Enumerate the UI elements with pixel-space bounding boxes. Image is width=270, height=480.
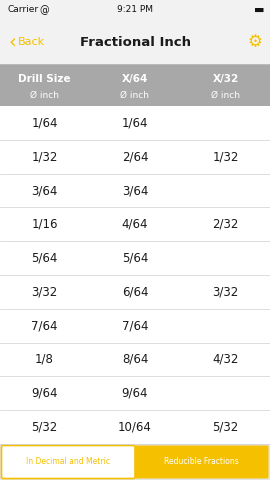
Bar [0,444,270,480]
Text: X/64: X/64 [122,74,148,84]
Text: 4/32: 4/32 [212,353,239,366]
Bar [0,241,270,275]
Text: In Decimal and Metric: In Decimal and Metric [26,457,110,467]
Text: ⚙: ⚙ [247,33,262,51]
Text: Ø inch: Ø inch [211,91,240,100]
Text: Back: Back [18,37,45,47]
Text: ‹: ‹ [8,33,16,51]
Text: Fractional Inch: Fractional Inch [79,36,191,48]
Bar [0,106,270,140]
Bar [0,343,270,376]
Text: Reducible Fractions: Reducible Fractions [164,457,239,467]
Text: 7/64: 7/64 [31,319,58,332]
Text: X/32: X/32 [212,74,239,84]
Text: @: @ [39,5,49,15]
Bar [0,376,270,410]
Bar [0,410,270,444]
Bar [0,174,270,207]
Text: 1/32: 1/32 [212,150,239,163]
Text: 3/32: 3/32 [31,286,58,299]
Bar [0,309,270,343]
Text: 1/32: 1/32 [31,150,58,163]
Bar [0,20,270,64]
Bar [0,207,270,241]
Text: 3/64: 3/64 [31,184,58,197]
Text: Ø inch: Ø inch [120,91,150,100]
Text: 4/64: 4/64 [122,218,148,231]
Text: Drill Size: Drill Size [18,74,71,84]
Text: 1/8: 1/8 [35,353,54,366]
Text: ▬: ▬ [254,5,264,15]
Text: 5/32: 5/32 [31,420,58,433]
Text: 8/64: 8/64 [122,353,148,366]
Text: 1/64: 1/64 [122,116,148,130]
Text: 1/64: 1/64 [31,116,58,130]
Text: 9/64: 9/64 [122,387,148,400]
Bar [0,0,270,20]
Text: 5/64: 5/64 [31,252,58,264]
Text: 3/32: 3/32 [212,286,239,299]
FancyBboxPatch shape [135,445,268,479]
Text: Ø inch: Ø inch [30,91,59,100]
Text: 10/64: 10/64 [118,420,152,433]
Text: 7/64: 7/64 [122,319,148,332]
Text: 1/16: 1/16 [31,218,58,231]
Text: 5/64: 5/64 [122,252,148,264]
Text: 9:21 PM: 9:21 PM [117,5,153,14]
Text: 9/64: 9/64 [31,387,58,400]
Bar [0,275,270,309]
Text: Carrier: Carrier [8,5,39,14]
Text: 5/32: 5/32 [212,420,239,433]
Bar [0,140,270,174]
Text: 6/64: 6/64 [122,286,148,299]
Text: 3/64: 3/64 [122,184,148,197]
Text: 2/32: 2/32 [212,218,239,231]
Text: 2/64: 2/64 [122,150,148,163]
Bar [0,64,270,106]
FancyBboxPatch shape [2,445,135,479]
